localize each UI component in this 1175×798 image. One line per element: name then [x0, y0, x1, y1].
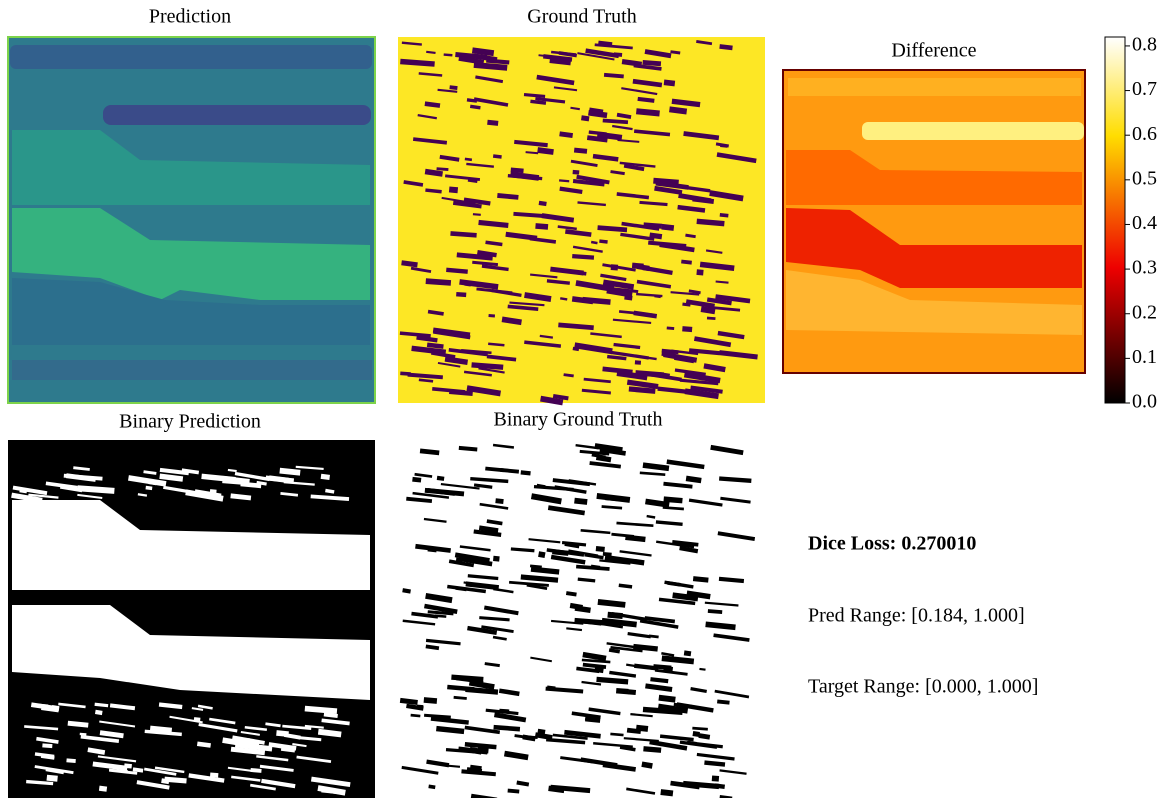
- texture: [488, 314, 495, 317]
- colorbar-tick-label: 0.8: [1132, 34, 1157, 56]
- texture: [696, 269, 703, 275]
- panel-title: Ground Truth: [527, 6, 636, 28]
- texture: [495, 498, 503, 504]
- texture: [684, 650, 692, 656]
- binary-ground-truth-image: [398, 440, 765, 798]
- prediction-image: [8, 37, 375, 403]
- texture: [596, 546, 605, 552]
- texture: [321, 474, 330, 480]
- texture: [99, 786, 107, 792]
- colorbar-tick-label: 0.2: [1132, 301, 1157, 323]
- panel-title: Prediction: [149, 6, 231, 28]
- texture: [538, 551, 545, 558]
- texture: [573, 170, 580, 175]
- ground-truth-image: [398, 37, 765, 405]
- texture: [712, 775, 719, 781]
- texture: [611, 264, 618, 270]
- texture: [42, 743, 52, 748]
- texture: [628, 689, 636, 695]
- colorbar-tick-label: 0.5: [1132, 167, 1157, 189]
- texture: [614, 52, 623, 56]
- colorbar-tick-label: 0.7: [1132, 78, 1157, 100]
- texture: [635, 360, 641, 365]
- difference-image: [783, 70, 1085, 373]
- texture: [46, 775, 57, 782]
- binary-prediction-image: [8, 440, 375, 798]
- colorbar-tick-label: 0.4: [1132, 212, 1157, 234]
- colorbar-tick-label: 0.6: [1132, 123, 1157, 145]
- figure: Prediction Ground Truth Difference Binar…: [0, 0, 1175, 798]
- colorbar-tick-label: 0.0: [1132, 391, 1157, 413]
- texture: [632, 263, 644, 270]
- colorbar-tick-label: 0.3: [1132, 257, 1157, 279]
- panel-title: Difference: [891, 40, 976, 62]
- colorbar: [1105, 37, 1125, 403]
- texture: [412, 477, 421, 483]
- texture: [449, 186, 458, 193]
- texture: [194, 717, 201, 721]
- texture: [66, 758, 75, 763]
- texture: [210, 489, 217, 495]
- texture: [616, 688, 629, 694]
- pred-range: Pred Range: [0.184, 1.000]: [808, 605, 1025, 627]
- texture: [603, 552, 612, 557]
- texture: [493, 556, 500, 562]
- texture: [682, 326, 692, 332]
- panel-title: Binary Ground Truth: [494, 409, 663, 431]
- texture: [456, 292, 466, 297]
- texture: [535, 223, 548, 230]
- dice-loss: Dice Loss: 0.270010: [808, 533, 976, 555]
- panel-title: Binary Prediction: [119, 411, 261, 433]
- texture: [537, 729, 545, 735]
- texture: [424, 697, 438, 704]
- texture: [605, 495, 617, 501]
- target-range: Target Range: [0.000, 1.000]: [808, 676, 1038, 698]
- colorbar-tick-label: 0.1: [1132, 346, 1157, 368]
